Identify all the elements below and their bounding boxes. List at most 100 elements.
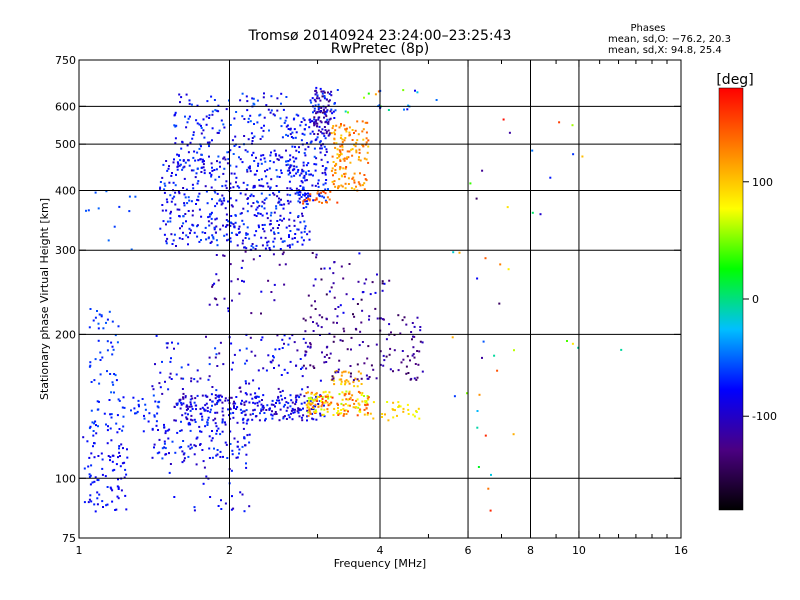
data-point — [183, 459, 186, 462]
data-point — [343, 394, 346, 397]
data-point — [321, 413, 324, 416]
data-point — [272, 227, 275, 230]
y-tick-label: 100 — [55, 472, 76, 485]
data-point — [245, 393, 248, 396]
data-point — [484, 434, 487, 437]
data-point — [332, 414, 335, 416]
data-point — [319, 379, 322, 382]
data-point — [330, 108, 333, 111]
data-point — [308, 199, 311, 202]
data-point — [366, 413, 369, 416]
data-point — [357, 158, 360, 161]
data-point — [102, 327, 105, 330]
data-point — [216, 429, 218, 432]
data-point — [317, 118, 320, 121]
data-point — [273, 232, 276, 235]
data-point — [273, 237, 276, 240]
data-point — [111, 489, 114, 492]
y-tick-label: 75 — [62, 532, 76, 545]
data-point — [277, 396, 280, 399]
data-point — [206, 421, 209, 424]
data-point — [90, 500, 93, 503]
data-point — [302, 186, 305, 189]
data-point — [170, 233, 173, 236]
data-point — [252, 185, 255, 188]
data-point — [333, 102, 336, 105]
data-point — [279, 203, 282, 206]
data-point — [235, 408, 238, 410]
data-point — [94, 510, 97, 513]
data-point — [368, 318, 370, 321]
data-point — [305, 179, 308, 182]
data-point — [176, 161, 179, 164]
data-point — [219, 228, 222, 231]
data-point — [297, 395, 300, 398]
data-point — [217, 400, 220, 403]
data-point — [226, 224, 229, 227]
data-point — [234, 221, 237, 224]
data-point — [407, 104, 410, 107]
chart-subtitle: RwPretec (8p) — [331, 41, 429, 57]
data-point — [225, 180, 228, 183]
data-point — [304, 123, 307, 126]
data-point — [219, 433, 222, 436]
data-point — [257, 164, 259, 167]
data-point — [344, 182, 347, 185]
data-point — [405, 365, 408, 368]
data-point — [271, 417, 274, 420]
data-point — [242, 421, 245, 424]
data-point — [301, 366, 304, 369]
data-point — [119, 455, 121, 457]
data-point — [163, 188, 166, 191]
data-point — [211, 437, 214, 440]
data-point — [389, 368, 392, 371]
data-point — [118, 451, 121, 454]
data-point — [238, 186, 241, 189]
data-point — [352, 379, 355, 382]
data-point — [288, 234, 290, 237]
data-point — [280, 125, 283, 128]
data-point — [338, 393, 341, 396]
data-point — [316, 133, 319, 136]
data-point — [106, 503, 109, 506]
data-point — [179, 398, 182, 401]
data-point — [183, 204, 186, 207]
data-point — [193, 509, 196, 512]
data-point — [96, 491, 99, 494]
data-point — [334, 171, 337, 174]
data-point — [184, 213, 187, 215]
data-point — [106, 340, 109, 343]
data-point — [308, 406, 311, 409]
data-point — [155, 334, 158, 337]
data-point — [87, 465, 90, 468]
data-point — [292, 411, 295, 414]
data-point — [290, 399, 293, 402]
data-point — [319, 147, 322, 150]
data-point — [210, 211, 213, 214]
data-point — [294, 145, 296, 148]
data-point — [93, 503, 96, 506]
data-point — [239, 390, 242, 393]
data-point — [307, 411, 310, 414]
data-point — [205, 190, 208, 193]
data-point — [361, 130, 364, 133]
data-point — [323, 196, 325, 199]
data-point — [183, 193, 186, 196]
data-point — [295, 399, 298, 401]
data-point — [324, 188, 327, 191]
data-point — [121, 406, 124, 409]
data-point — [216, 365, 219, 367]
data-point — [289, 246, 291, 249]
data-point — [200, 215, 203, 218]
data-point — [93, 480, 96, 483]
data-point — [255, 208, 258, 211]
data-point — [314, 184, 317, 187]
data-point — [208, 114, 211, 117]
data-point — [265, 104, 268, 107]
data-point — [344, 110, 347, 113]
data-point — [290, 412, 292, 415]
data-point — [190, 380, 193, 383]
data-point — [259, 412, 261, 415]
data-point — [285, 160, 287, 163]
data-point — [222, 224, 224, 227]
